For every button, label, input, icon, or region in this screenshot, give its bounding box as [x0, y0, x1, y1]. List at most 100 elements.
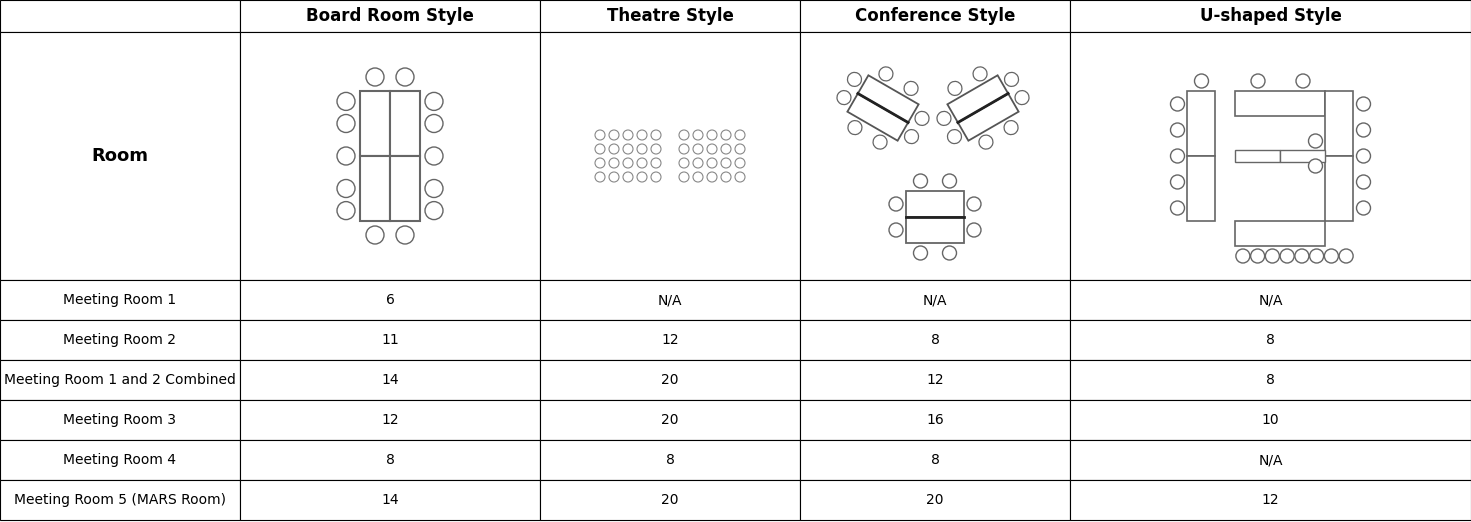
Text: 20: 20: [662, 413, 678, 427]
Text: 8: 8: [665, 453, 674, 467]
Circle shape: [1339, 249, 1353, 263]
Circle shape: [1250, 74, 1265, 88]
Circle shape: [624, 158, 633, 168]
Text: U-shaped Style: U-shaped Style: [1199, 7, 1342, 25]
Circle shape: [905, 129, 918, 144]
Bar: [0, 280, 240, 320]
Bar: [1069, 320, 1471, 360]
Bar: [800, 280, 1069, 320]
Bar: [0, 320, 240, 360]
Bar: [0, 32, 240, 280]
Circle shape: [337, 180, 355, 197]
Text: 14: 14: [381, 493, 399, 507]
Circle shape: [966, 197, 981, 211]
Circle shape: [680, 172, 688, 182]
Circle shape: [680, 144, 688, 154]
Text: 8: 8: [931, 453, 940, 467]
Text: Meeting Room 1: Meeting Room 1: [63, 293, 177, 307]
Circle shape: [637, 158, 647, 168]
Text: 12: 12: [927, 373, 944, 387]
Circle shape: [624, 144, 633, 154]
Circle shape: [721, 172, 731, 182]
Circle shape: [609, 158, 619, 168]
Circle shape: [693, 158, 703, 168]
Text: Board Room Style: Board Room Style: [306, 7, 474, 25]
Bar: [1069, 440, 1471, 480]
Bar: [800, 400, 1069, 440]
Circle shape: [1356, 149, 1371, 163]
Text: 8: 8: [931, 333, 940, 347]
Bar: [240, 32, 540, 280]
Text: N/A: N/A: [922, 293, 947, 307]
Circle shape: [1356, 97, 1371, 111]
Circle shape: [1265, 249, 1280, 263]
Circle shape: [888, 223, 903, 237]
Bar: [800, 320, 1069, 360]
Bar: [958, 93, 1018, 141]
Bar: [540, 400, 800, 440]
Circle shape: [609, 144, 619, 154]
Circle shape: [1294, 249, 1309, 263]
Circle shape: [396, 226, 413, 244]
Text: N/A: N/A: [1258, 453, 1283, 467]
Bar: [1325, 91, 1353, 156]
Bar: [540, 32, 800, 280]
Circle shape: [708, 158, 716, 168]
Bar: [1325, 156, 1353, 221]
Circle shape: [978, 135, 993, 149]
Bar: [800, 480, 1069, 520]
Text: 12: 12: [660, 333, 678, 347]
Bar: [540, 360, 800, 400]
Circle shape: [1005, 73, 1018, 87]
Circle shape: [425, 92, 443, 110]
Circle shape: [337, 92, 355, 110]
Text: 8: 8: [385, 453, 394, 467]
Circle shape: [915, 111, 930, 125]
Bar: [540, 480, 800, 520]
Circle shape: [913, 246, 928, 260]
Circle shape: [1171, 175, 1184, 189]
Circle shape: [1171, 123, 1184, 137]
Bar: [906, 191, 964, 217]
Circle shape: [1356, 123, 1371, 137]
Circle shape: [913, 174, 928, 188]
Bar: [390, 91, 421, 156]
Circle shape: [721, 144, 731, 154]
Bar: [390, 156, 421, 221]
Bar: [1069, 32, 1471, 280]
Circle shape: [425, 180, 443, 197]
Circle shape: [1280, 249, 1294, 263]
Text: 14: 14: [381, 373, 399, 387]
Circle shape: [609, 172, 619, 182]
Bar: [1069, 480, 1471, 520]
Circle shape: [637, 130, 647, 140]
Bar: [800, 360, 1069, 400]
Circle shape: [880, 67, 893, 81]
Text: 6: 6: [385, 293, 394, 307]
Text: 12: 12: [381, 413, 399, 427]
Circle shape: [1309, 134, 1322, 148]
Circle shape: [943, 174, 956, 188]
Circle shape: [708, 144, 716, 154]
Bar: [240, 320, 540, 360]
Circle shape: [1005, 121, 1018, 135]
Circle shape: [337, 147, 355, 165]
Circle shape: [947, 81, 962, 96]
Bar: [1187, 156, 1215, 221]
Circle shape: [609, 130, 619, 140]
Bar: [1236, 150, 1280, 162]
Circle shape: [680, 158, 688, 168]
Bar: [800, 440, 1069, 480]
Text: N/A: N/A: [1258, 293, 1283, 307]
Text: Meeting Room 3: Meeting Room 3: [63, 413, 177, 427]
Circle shape: [1171, 97, 1184, 111]
Circle shape: [736, 172, 744, 182]
Bar: [240, 360, 540, 400]
Text: 20: 20: [927, 493, 944, 507]
Circle shape: [888, 197, 903, 211]
Circle shape: [966, 223, 981, 237]
Bar: [540, 320, 800, 360]
Circle shape: [905, 81, 918, 96]
Circle shape: [637, 144, 647, 154]
Text: Theatre Style: Theatre Style: [606, 7, 734, 25]
